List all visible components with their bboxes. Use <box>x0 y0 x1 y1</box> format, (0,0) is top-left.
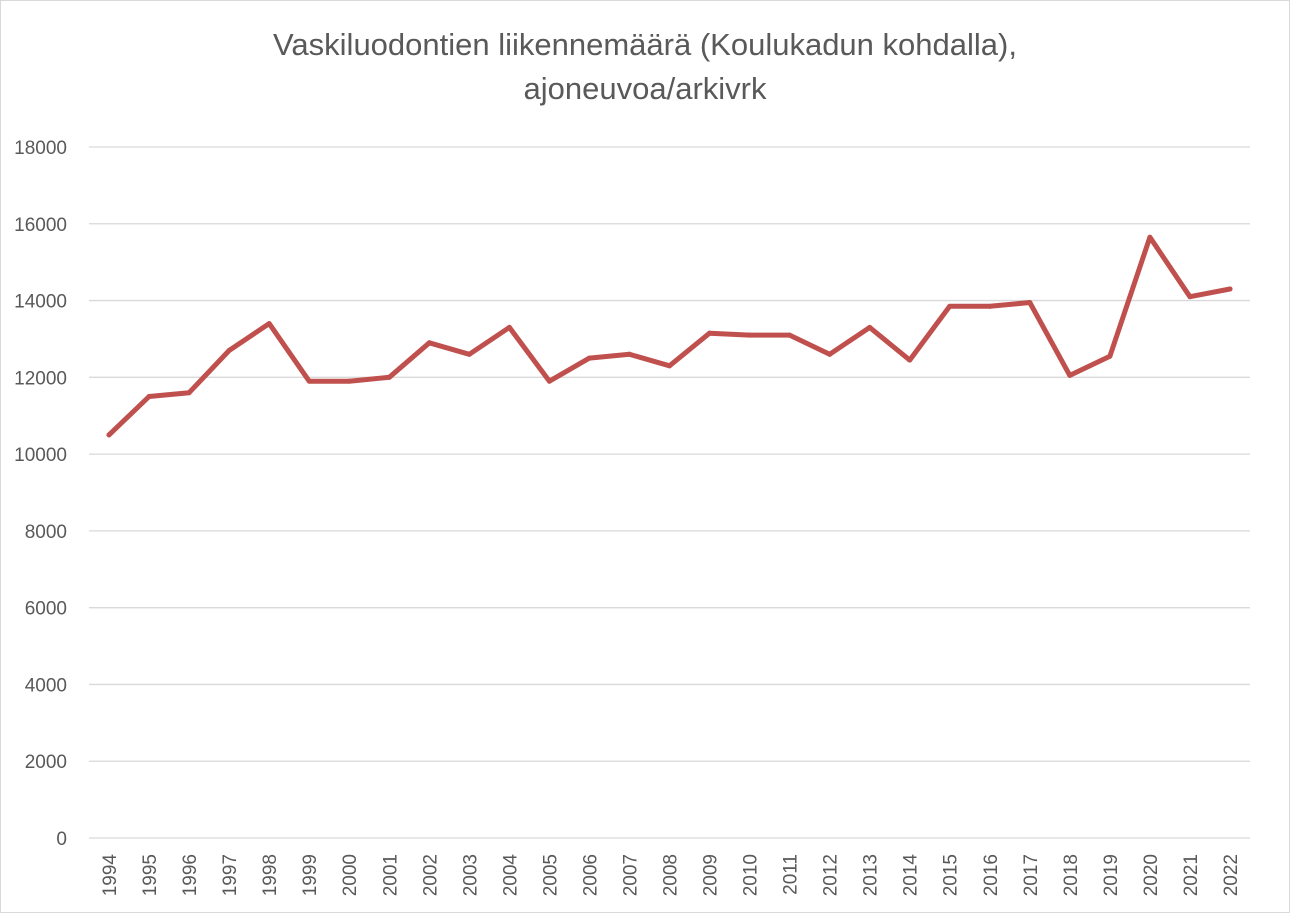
x-tick-label: 2009 <box>701 854 722 896</box>
data-point <box>426 340 432 346</box>
data-point <box>386 374 392 380</box>
gridlines <box>89 146 1250 839</box>
x-tick-label: 2010 <box>741 854 762 896</box>
y-tick-label: 16000 <box>14 215 67 236</box>
y-tick-label: 4000 <box>25 675 67 696</box>
x-tick-label: 1999 <box>300 854 321 896</box>
x-tick-label: 1994 <box>100 854 121 897</box>
data-point <box>306 378 312 384</box>
x-tick-label: 2021 <box>1181 854 1202 896</box>
x-tick-label: 2013 <box>861 854 882 896</box>
data-point <box>146 394 152 400</box>
data-point <box>947 303 953 309</box>
y-tick-label: 0 <box>56 829 67 850</box>
data-point <box>546 378 552 384</box>
data-point <box>266 321 272 327</box>
data-point <box>787 332 793 338</box>
data-point <box>987 303 993 309</box>
data-point <box>626 351 632 357</box>
data-point <box>1027 299 1033 305</box>
x-tick-label: 2019 <box>1101 854 1122 896</box>
y-tick-label: 18000 <box>14 138 67 159</box>
x-tick-label: 1995 <box>140 854 161 896</box>
y-tick-label: 8000 <box>25 522 67 543</box>
data-point <box>506 324 512 330</box>
data-point <box>667 363 672 369</box>
series-layer <box>106 234 1233 438</box>
data-point <box>707 330 713 336</box>
x-tick-label: 2016 <box>981 854 1002 896</box>
x-tick-label: 1997 <box>220 854 241 896</box>
x-tick-label: 2002 <box>420 854 441 896</box>
data-point <box>1187 294 1193 300</box>
chart-title-line-1: Vaskiluodontien liikennemäärä (Koulukadu… <box>273 27 1017 62</box>
data-point <box>907 357 913 363</box>
y-tick-label: 10000 <box>14 445 67 466</box>
x-tick-label: 2012 <box>821 854 842 896</box>
data-point <box>867 324 873 330</box>
x-tick-label: 2004 <box>500 854 521 897</box>
y-axis-tick-labels: 0 2000 4000 6000 8000 10000 12000 14000 16000 180… <box>14 138 67 850</box>
x-tick-label: 1998 <box>260 854 281 896</box>
y-tick-label: 6000 <box>25 599 67 620</box>
y-tick-label: 2000 <box>25 752 67 773</box>
data-point <box>1227 286 1233 292</box>
data-point <box>586 355 592 361</box>
x-tick-label: 2014 <box>901 854 922 897</box>
data-point <box>1147 234 1153 240</box>
data-point <box>186 390 192 396</box>
data-point <box>1067 372 1073 378</box>
series-line <box>106 234 1233 438</box>
data-point <box>827 351 833 357</box>
x-tick-label: 2020 <box>1141 854 1162 896</box>
x-tick-label: 2005 <box>540 854 561 896</box>
x-tick-label: 2001 <box>380 854 401 896</box>
x-tick-label: 2017 <box>1021 854 1042 896</box>
x-tick-label: 2000 <box>340 854 361 896</box>
data-point <box>466 351 472 357</box>
chart-title-line-2: ajoneuvoa/arkivrk <box>524 71 767 106</box>
data-point <box>747 332 753 338</box>
x-tick-label: 2006 <box>580 854 601 896</box>
x-axis-tick-labels: 1994 1995 1996 1997 1998 1999 2000 2001 2002 2003… <box>100 854 1242 897</box>
y-tick-label: 14000 <box>14 292 67 313</box>
x-tick-label: 2022 <box>1221 854 1242 896</box>
data-point <box>106 432 112 438</box>
x-tick-label: 2011 <box>781 854 802 895</box>
x-tick-label: 2007 <box>620 854 641 896</box>
x-tick-label: 2018 <box>1061 854 1082 896</box>
data-point <box>226 347 232 353</box>
x-tick-label: 2008 <box>661 854 682 896</box>
x-tick-label: 1996 <box>180 854 201 896</box>
x-tick-label: 2003 <box>460 854 481 896</box>
y-tick-label: 12000 <box>14 368 67 389</box>
x-tick-label: 2015 <box>941 854 962 896</box>
data-point <box>1107 353 1113 359</box>
data-point <box>346 378 352 384</box>
